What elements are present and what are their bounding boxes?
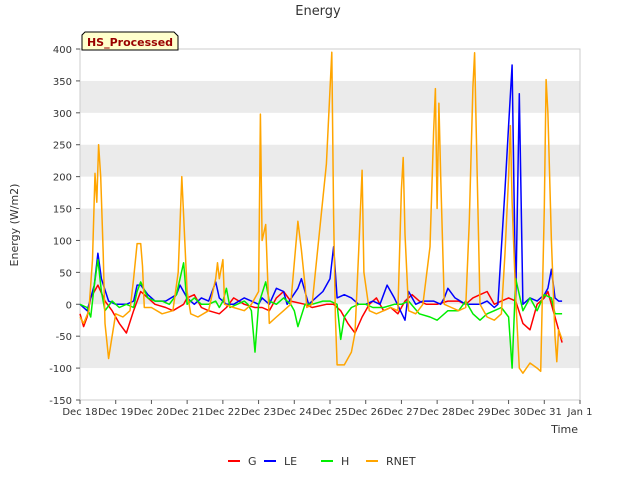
y-tick-label: 50 — [59, 268, 72, 279]
series-lines — [79, 51, 563, 374]
grid-band — [80, 144, 580, 177]
y-tick-label: -150 — [49, 396, 72, 407]
x-tick-label: Dec 23 — [241, 407, 276, 418]
x-tick-label: Dec 26 — [348, 407, 383, 418]
legend-label-g: G — [248, 455, 257, 468]
x-tick-label: Dec 27 — [384, 407, 419, 418]
x-tick-label: Jan 1 — [567, 407, 593, 418]
y-axis-ticks: -150 -100 -50 0 50 100 150 200 250 300 350 400 — [49, 45, 80, 407]
x-tick-label: Dec 18 — [62, 407, 97, 418]
y-tick-label: -50 — [56, 332, 72, 343]
y-axis-label: Energy (W/m2) — [8, 184, 21, 267]
x-tick-label: Dec 30 — [491, 407, 526, 418]
chart-title: Energy — [295, 4, 341, 19]
y-tick-label: 150 — [53, 205, 72, 216]
y-tick-label: 0 — [66, 300, 72, 311]
grid-band — [80, 208, 580, 241]
hs-processed-annotation: HS_Processed — [81, 31, 179, 51]
y-tick-label: 100 — [53, 236, 72, 247]
x-tick-label: Dec 21 — [170, 407, 205, 418]
x-tick-label: Dec 29 — [455, 407, 490, 418]
y-tick-label: 250 — [53, 141, 72, 152]
annotation-text: HS_Processed — [87, 36, 173, 49]
legend: G LE H RNET — [228, 455, 416, 468]
annotation-box — [81, 31, 179, 51]
y-tick-label: 200 — [53, 173, 72, 184]
legend-label-h: H — [341, 455, 349, 468]
y-tick-label: 350 — [53, 77, 72, 88]
x-axis-ticks: Dec 18 Dec 19 Dec 20 Dec 21 Dec 22 Dec 23 Dec … — [62, 400, 592, 418]
x-axis-label: Time — [550, 423, 578, 436]
legend-label-le: LE — [284, 455, 297, 468]
x-tick-label: Dec 24 — [277, 407, 312, 418]
grid-band — [80, 336, 580, 369]
x-tick-label: Dec 20 — [134, 407, 169, 418]
x-tick-label: Dec 25 — [312, 407, 347, 418]
x-tick-label: Dec 19 — [98, 407, 133, 418]
series-line-h — [79, 258, 563, 369]
x-tick-label: Dec 22 — [205, 407, 240, 418]
x-tick-label: Dec 31 — [527, 407, 562, 418]
y-tick-label: -100 — [49, 364, 72, 375]
legend-label-rnet: RNET — [386, 455, 416, 468]
y-tick-label: 300 — [53, 109, 72, 120]
series-line-rnet — [79, 51, 563, 374]
y-tick-label: 400 — [53, 45, 72, 56]
x-tick-label: Dec 28 — [420, 407, 455, 418]
